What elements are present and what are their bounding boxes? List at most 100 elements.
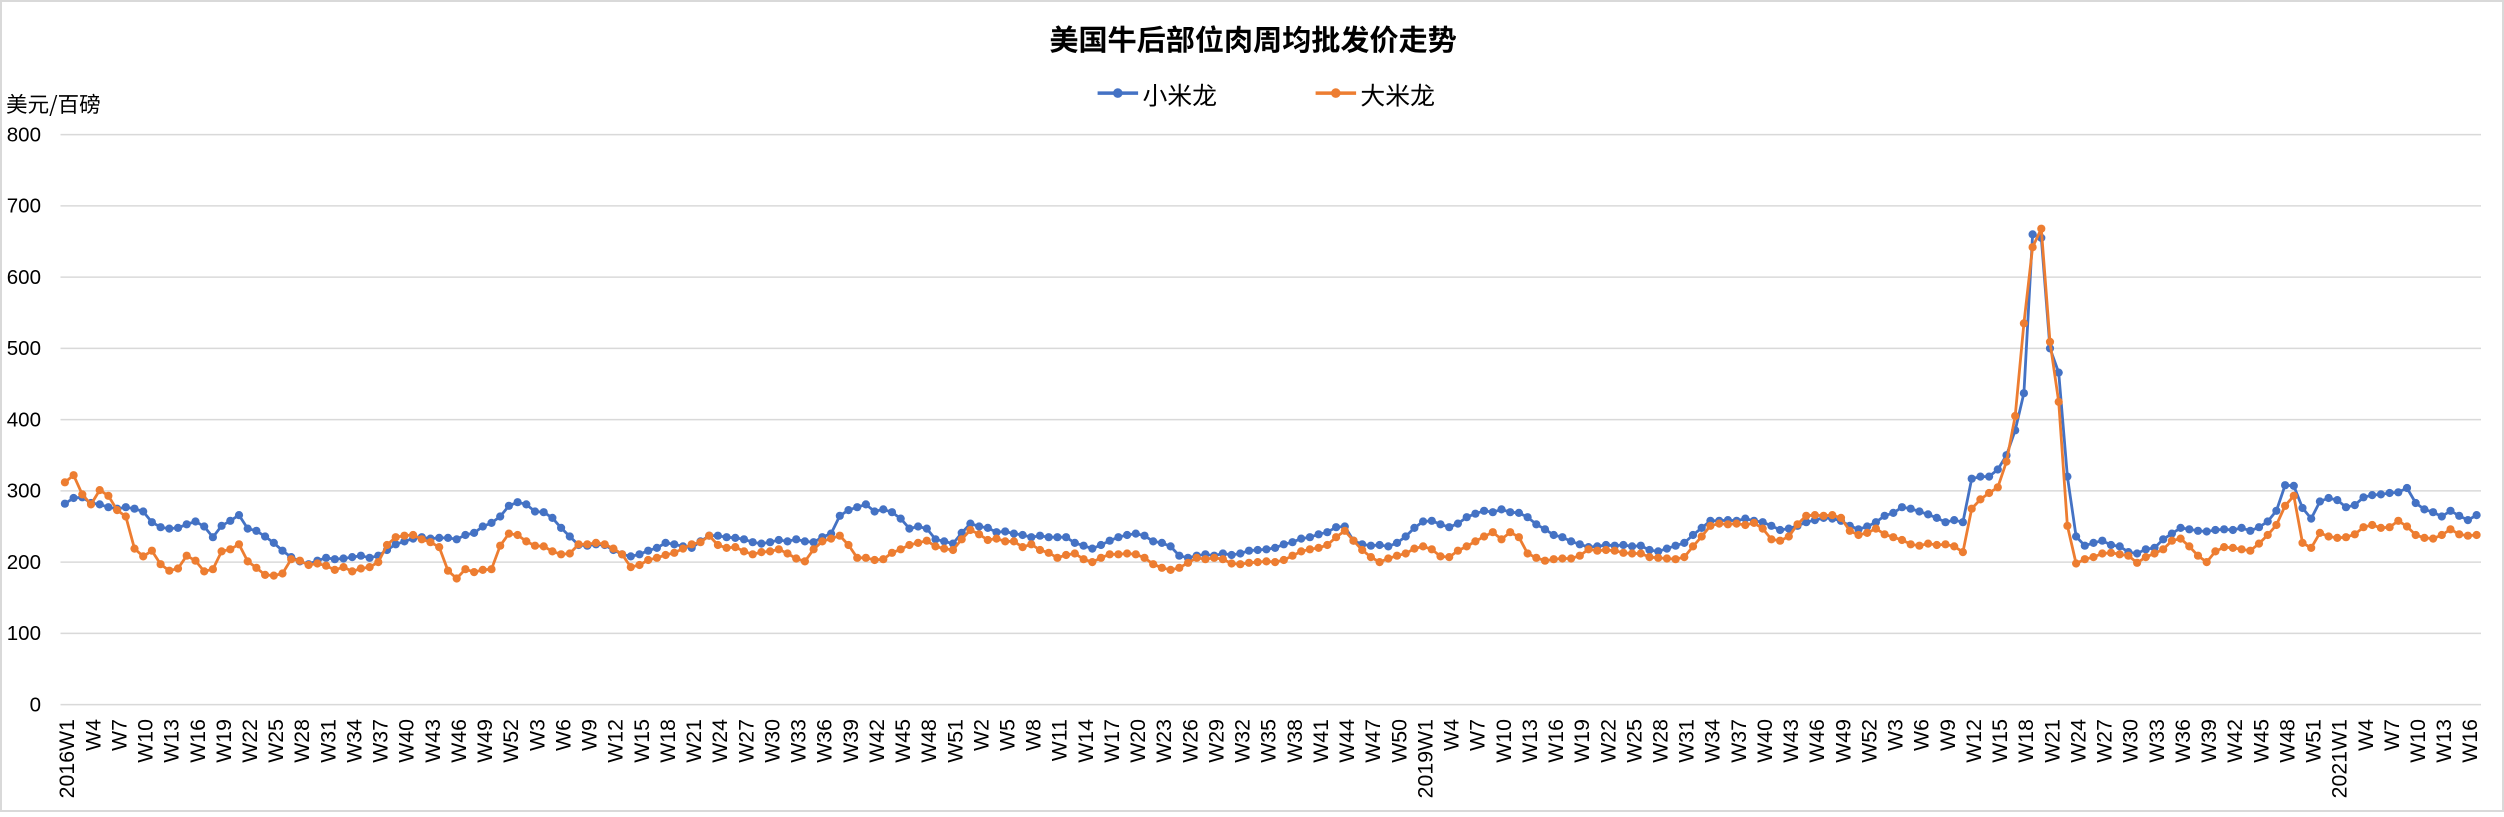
svg-text:W5: W5 <box>996 719 1020 751</box>
svg-text:W32: W32 <box>1231 719 1255 763</box>
svg-text:W27: W27 <box>2093 719 2117 763</box>
svg-text:W39: W39 <box>2197 719 2221 763</box>
svg-text:W44: W44 <box>1335 719 1359 763</box>
svg-text:500: 500 <box>7 337 41 360</box>
svg-text:W43: W43 <box>421 719 445 763</box>
svg-text:W8: W8 <box>1022 719 1046 751</box>
svg-text:W28: W28 <box>290 719 314 763</box>
svg-text:W14: W14 <box>1074 719 1098 763</box>
svg-text:W26: W26 <box>1178 719 1202 763</box>
svg-text:W21: W21 <box>682 719 706 763</box>
svg-text:W34: W34 <box>1701 719 1725 763</box>
svg-text:W16: W16 <box>186 719 210 763</box>
svg-text:W43: W43 <box>1779 719 1803 763</box>
svg-text:W46: W46 <box>1805 719 1829 763</box>
svg-text:W33: W33 <box>2145 719 2169 763</box>
svg-text:W7: W7 <box>1466 719 1490 751</box>
svg-text:W45: W45 <box>891 719 915 763</box>
svg-text:W13: W13 <box>2432 719 2456 763</box>
svg-text:600: 600 <box>7 266 41 289</box>
svg-text:W48: W48 <box>917 719 941 763</box>
svg-text:W51: W51 <box>2302 719 2326 763</box>
svg-text:W13: W13 <box>160 719 184 763</box>
svg-text:W16: W16 <box>1544 719 1568 763</box>
svg-text:W47: W47 <box>1361 719 1385 763</box>
svg-text:W42: W42 <box>2223 719 2247 763</box>
svg-text:W17: W17 <box>1100 719 1124 763</box>
svg-text:W9: W9 <box>1936 719 1960 751</box>
svg-text:W45: W45 <box>2249 719 2273 763</box>
svg-text:W11: W11 <box>1048 719 1072 761</box>
svg-text:W18: W18 <box>656 719 680 763</box>
svg-text:W36: W36 <box>2171 719 2195 763</box>
svg-text:W10: W10 <box>134 719 158 763</box>
svg-text:W19: W19 <box>1570 719 1594 763</box>
svg-text:W4: W4 <box>81 719 105 751</box>
svg-text:W4: W4 <box>2354 719 2378 751</box>
svg-text:W28: W28 <box>1649 719 1673 763</box>
svg-text:W6: W6 <box>551 719 575 751</box>
svg-text:W40: W40 <box>1753 719 1777 763</box>
svg-text:W42: W42 <box>865 719 889 763</box>
svg-text:W7: W7 <box>2380 719 2404 751</box>
svg-text:W15: W15 <box>1988 719 2012 763</box>
svg-text:W10: W10 <box>1492 719 1516 763</box>
svg-text:W41: W41 <box>1309 719 1333 763</box>
svg-text:W10: W10 <box>2406 719 2430 763</box>
svg-text:700: 700 <box>7 195 41 218</box>
svg-text:W48: W48 <box>2275 719 2299 763</box>
svg-text:W3: W3 <box>1884 719 1908 751</box>
svg-text:300: 300 <box>7 480 41 503</box>
svg-text:W3: W3 <box>525 719 549 751</box>
svg-text:W34: W34 <box>343 719 367 763</box>
svg-text:W49: W49 <box>473 719 497 763</box>
svg-text:2019W1: 2019W1 <box>1413 719 1437 798</box>
svg-text:W49: W49 <box>1831 719 1855 763</box>
svg-text:W22: W22 <box>238 719 262 763</box>
svg-text:W30: W30 <box>2119 719 2143 763</box>
svg-text:W23: W23 <box>1152 719 1176 763</box>
svg-text:W2: W2 <box>969 719 993 751</box>
svg-text:W38: W38 <box>1283 719 1307 763</box>
svg-text:W7: W7 <box>107 719 131 751</box>
svg-text:W18: W18 <box>2014 719 2038 763</box>
svg-text:400: 400 <box>7 408 41 431</box>
svg-text:W20: W20 <box>1126 719 1150 763</box>
svg-text:W12: W12 <box>1962 719 1986 763</box>
svg-text:100: 100 <box>7 622 41 645</box>
svg-text:W22: W22 <box>1596 719 1620 763</box>
svg-text:W36: W36 <box>813 719 837 763</box>
svg-text:W25: W25 <box>264 719 288 763</box>
svg-text:W24: W24 <box>2066 719 2090 763</box>
svg-text:W39: W39 <box>839 719 863 763</box>
svg-text:W15: W15 <box>630 719 654 763</box>
svg-text:0: 0 <box>30 693 41 716</box>
svg-text:W50: W50 <box>1387 719 1411 763</box>
svg-text:W33: W33 <box>787 719 811 763</box>
svg-text:W35: W35 <box>1257 719 1281 763</box>
svg-text:W37: W37 <box>369 719 393 763</box>
svg-text:W12: W12 <box>604 719 628 763</box>
svg-text:W16: W16 <box>2458 719 2482 763</box>
svg-text:W31: W31 <box>1675 719 1699 763</box>
svg-text:W37: W37 <box>1727 719 1751 763</box>
svg-text:W21: W21 <box>2040 719 2064 763</box>
svg-text:W13: W13 <box>1518 719 1542 763</box>
svg-text:W52: W52 <box>499 719 523 763</box>
svg-text:200: 200 <box>7 551 41 574</box>
svg-text:W25: W25 <box>1622 719 1646 763</box>
svg-text:800: 800 <box>7 123 41 146</box>
svg-text:W19: W19 <box>212 719 236 763</box>
svg-text:W24: W24 <box>708 719 732 763</box>
svg-text:W4: W4 <box>1440 719 1464 751</box>
svg-text:W29: W29 <box>1205 719 1229 763</box>
svg-text:2021W1: 2021W1 <box>2328 719 2352 798</box>
svg-text:W46: W46 <box>447 719 471 763</box>
svg-text:W27: W27 <box>734 719 758 763</box>
svg-text:W6: W6 <box>1910 719 1934 751</box>
svg-text:W9: W9 <box>578 719 602 751</box>
svg-text:2016W1: 2016W1 <box>55 719 79 798</box>
svg-text:W51: W51 <box>943 719 967 763</box>
svg-text:W31: W31 <box>316 719 340 763</box>
svg-text:W30: W30 <box>760 719 784 763</box>
